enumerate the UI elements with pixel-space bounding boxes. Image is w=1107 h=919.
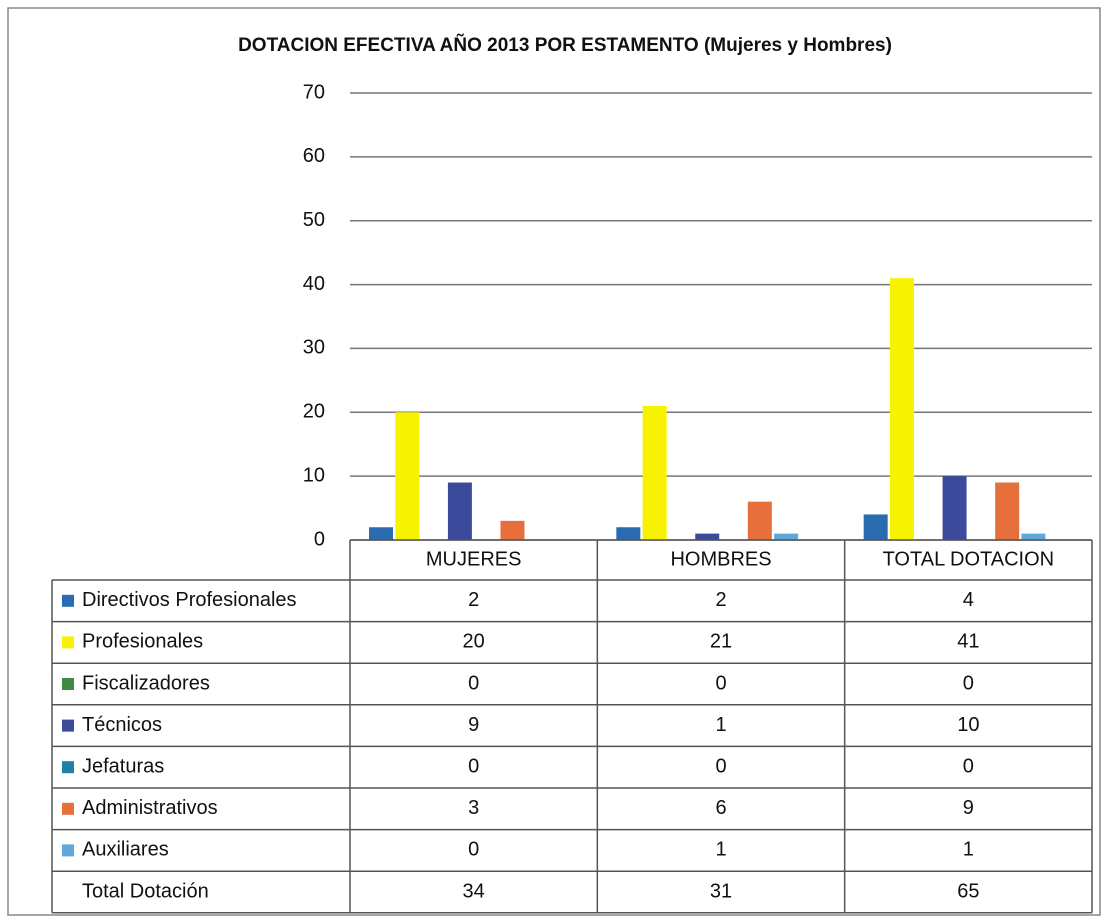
- bar: [774, 533, 799, 540]
- table-value: 20: [463, 631, 485, 653]
- table-value: 3: [468, 797, 479, 819]
- legend-label: Directivos Profesionales: [82, 589, 297, 611]
- y-tick-label: 20: [303, 401, 325, 423]
- table-value: 2: [715, 589, 726, 611]
- legend-label: Técnicos: [82, 714, 162, 736]
- chart-frame: [7, 7, 1101, 916]
- table-value: 21: [710, 631, 732, 653]
- table-value: 4: [963, 589, 974, 611]
- legend-swatch: [62, 802, 74, 815]
- legend-swatch: [62, 719, 74, 732]
- table-value: 1: [715, 839, 726, 861]
- bar: [995, 482, 1020, 540]
- bar: [642, 405, 667, 540]
- bar: [1021, 533, 1046, 540]
- legend-swatch: [62, 678, 74, 690]
- table-value: 6: [715, 797, 726, 819]
- x-tick-label: TOTAL DOTACION: [883, 548, 1055, 570]
- table-value: 0: [468, 839, 479, 861]
- total-value: 31: [710, 880, 732, 902]
- bar: [616, 527, 641, 540]
- table-value: 1: [715, 714, 726, 736]
- total-label: Total Dotación: [82, 880, 209, 902]
- bar: [395, 412, 420, 540]
- table-value: 0: [715, 672, 726, 694]
- table-value: 10: [957, 714, 979, 736]
- table-value: 1: [963, 839, 974, 861]
- total-value: 34: [463, 880, 485, 902]
- y-tick-label: 60: [303, 145, 325, 167]
- bar: [747, 501, 772, 540]
- table-value: 0: [468, 672, 479, 694]
- y-tick-label: 40: [303, 273, 325, 295]
- table-value: 41: [957, 631, 979, 653]
- y-tick-label: 10: [303, 464, 325, 486]
- bar: [889, 278, 914, 540]
- table-value: 9: [468, 714, 479, 736]
- legend-swatch: [62, 844, 74, 857]
- bar: [863, 514, 888, 540]
- legend-swatch: [62, 594, 74, 607]
- bar: [369, 527, 393, 540]
- chart-title: DOTACION EFECTIVA AÑO 2013 POR ESTAMENTO…: [238, 34, 892, 56]
- x-tick-label: HOMBRES: [670, 548, 771, 570]
- table-value: 0: [963, 672, 974, 694]
- table-value: 0: [468, 755, 479, 777]
- x-tick-label: MUJERES: [426, 548, 522, 570]
- bar: [500, 520, 525, 540]
- table-value: 0: [963, 755, 974, 777]
- legend-label: Fiscalizadores: [82, 672, 210, 694]
- table-value: 9: [963, 797, 974, 819]
- legend-label: Profesionales: [82, 631, 203, 653]
- bar: [942, 476, 967, 540]
- total-value: 65: [957, 880, 979, 902]
- y-tick-label: 30: [303, 337, 325, 359]
- bar: [695, 533, 720, 540]
- legend-swatch: [62, 636, 74, 649]
- y-tick-label: 50: [303, 209, 325, 231]
- y-tick-label: 70: [303, 81, 325, 103]
- y-tick-label: 0: [314, 528, 325, 550]
- bar: [447, 482, 472, 540]
- legend-label: Jefaturas: [82, 755, 164, 777]
- table-value: 2: [468, 589, 479, 611]
- legend-label: Administrativos: [82, 797, 218, 819]
- table-value: 0: [715, 755, 726, 777]
- legend-label: Auxiliares: [82, 839, 169, 861]
- legend-swatch: [62, 761, 74, 774]
